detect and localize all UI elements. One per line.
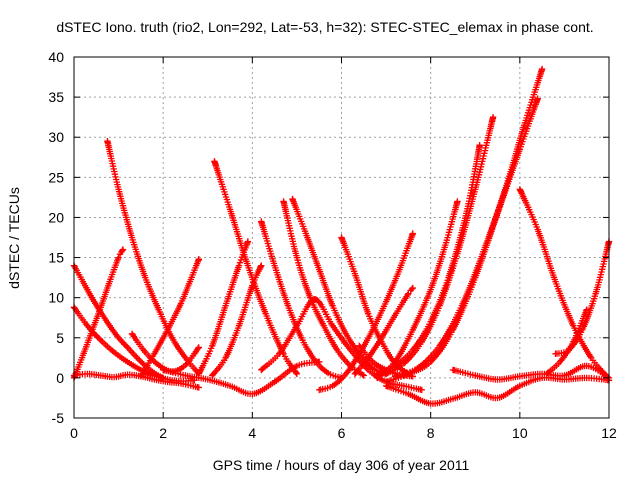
- y-tick-label: 5: [56, 330, 64, 346]
- y-tick-label: 15: [48, 250, 64, 266]
- series-markers: [543, 306, 590, 378]
- y-tick-label: 40: [48, 49, 64, 65]
- y-tick-label: 35: [48, 89, 64, 105]
- series-markers: [516, 186, 608, 378]
- series-markers: [280, 198, 367, 379]
- series-markers: [382, 114, 497, 378]
- series-markers: [258, 218, 345, 382]
- chart-title: dSTEC Iono. truth (rio2, Lon=292, Lat=-5…: [56, 19, 593, 35]
- x-tick-label: 4: [248, 425, 256, 441]
- y-tick-label: 25: [48, 169, 64, 185]
- y-tick-label: 10: [48, 290, 64, 306]
- y-tick-label: 0: [56, 370, 64, 386]
- series-layer: [70, 65, 613, 407]
- series-markers: [209, 262, 265, 379]
- series-markers: [391, 65, 546, 380]
- x-tick-label: 12: [601, 425, 617, 441]
- series-markers: [211, 158, 301, 378]
- x-tick-label: 6: [338, 425, 346, 441]
- series-markers: [382, 374, 613, 407]
- y-tick-label: 30: [48, 129, 64, 145]
- ticks: 0 2 4 6 8 10 12 -5 0 5 10 15 20 25 30 35 40: [48, 49, 617, 441]
- series-markers: [449, 362, 613, 383]
- series-markers: [137, 256, 202, 380]
- y-tick-label: -5: [52, 410, 65, 426]
- x-tick-label: 10: [512, 425, 528, 441]
- series-markers: [160, 358, 323, 398]
- y-tick-label: 20: [48, 209, 64, 225]
- x-tick-label: 0: [70, 425, 78, 441]
- x-axis-label: GPS time / hours of day 306 of year 2011: [213, 457, 470, 473]
- series-markers: [289, 195, 390, 378]
- x-tick-label: 8: [427, 425, 435, 441]
- x-tick-label: 2: [159, 425, 167, 441]
- y-axis-label: dSTEC / TECUs: [6, 187, 22, 289]
